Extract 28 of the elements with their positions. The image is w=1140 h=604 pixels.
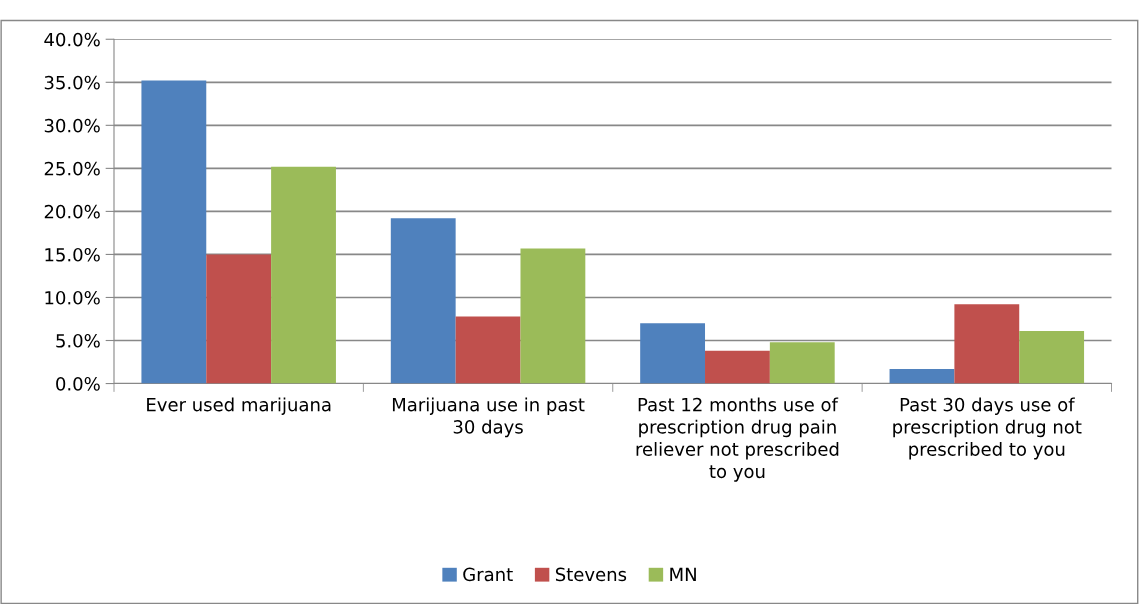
bar <box>390 218 456 384</box>
bar <box>889 368 955 384</box>
legend-label: Stevens <box>555 567 627 582</box>
bar <box>1019 331 1085 384</box>
bar <box>206 254 272 384</box>
x-tick-label: Ever used marijuana <box>147 397 331 415</box>
y-tick-label: 35.0% <box>44 75 100 90</box>
legend-label: Grant <box>463 567 513 582</box>
bar <box>769 342 835 384</box>
y-tick-label: 30.0% <box>44 118 100 133</box>
bar <box>640 323 706 384</box>
y-tick-label: 10.0% <box>45 290 100 305</box>
y-tick-label: 20.0% <box>44 204 100 219</box>
y-tick-label: 0.0% <box>56 377 100 391</box>
y-tick-label: 5.0% <box>56 333 100 348</box>
bar <box>141 80 207 384</box>
bar <box>520 248 586 384</box>
x-tick-label: Past 12 months use of prescription drug pain reliever not prescribed to you <box>636 397 839 482</box>
x-tick-label: Past 30 days use of prescription drug not prescribed to you <box>893 397 1082 460</box>
y-tick-label: 15.0% <box>45 247 100 262</box>
legend-label: MN <box>670 567 696 581</box>
y-tick-label: 25.0% <box>44 161 100 176</box>
x-tick-label: Marijuana use in past 30 days <box>392 397 585 438</box>
y-tick-label: 40.0% <box>44 32 100 47</box>
bar <box>705 350 770 384</box>
bar <box>954 304 1020 384</box>
bar <box>271 166 336 384</box>
bar <box>455 316 521 384</box>
